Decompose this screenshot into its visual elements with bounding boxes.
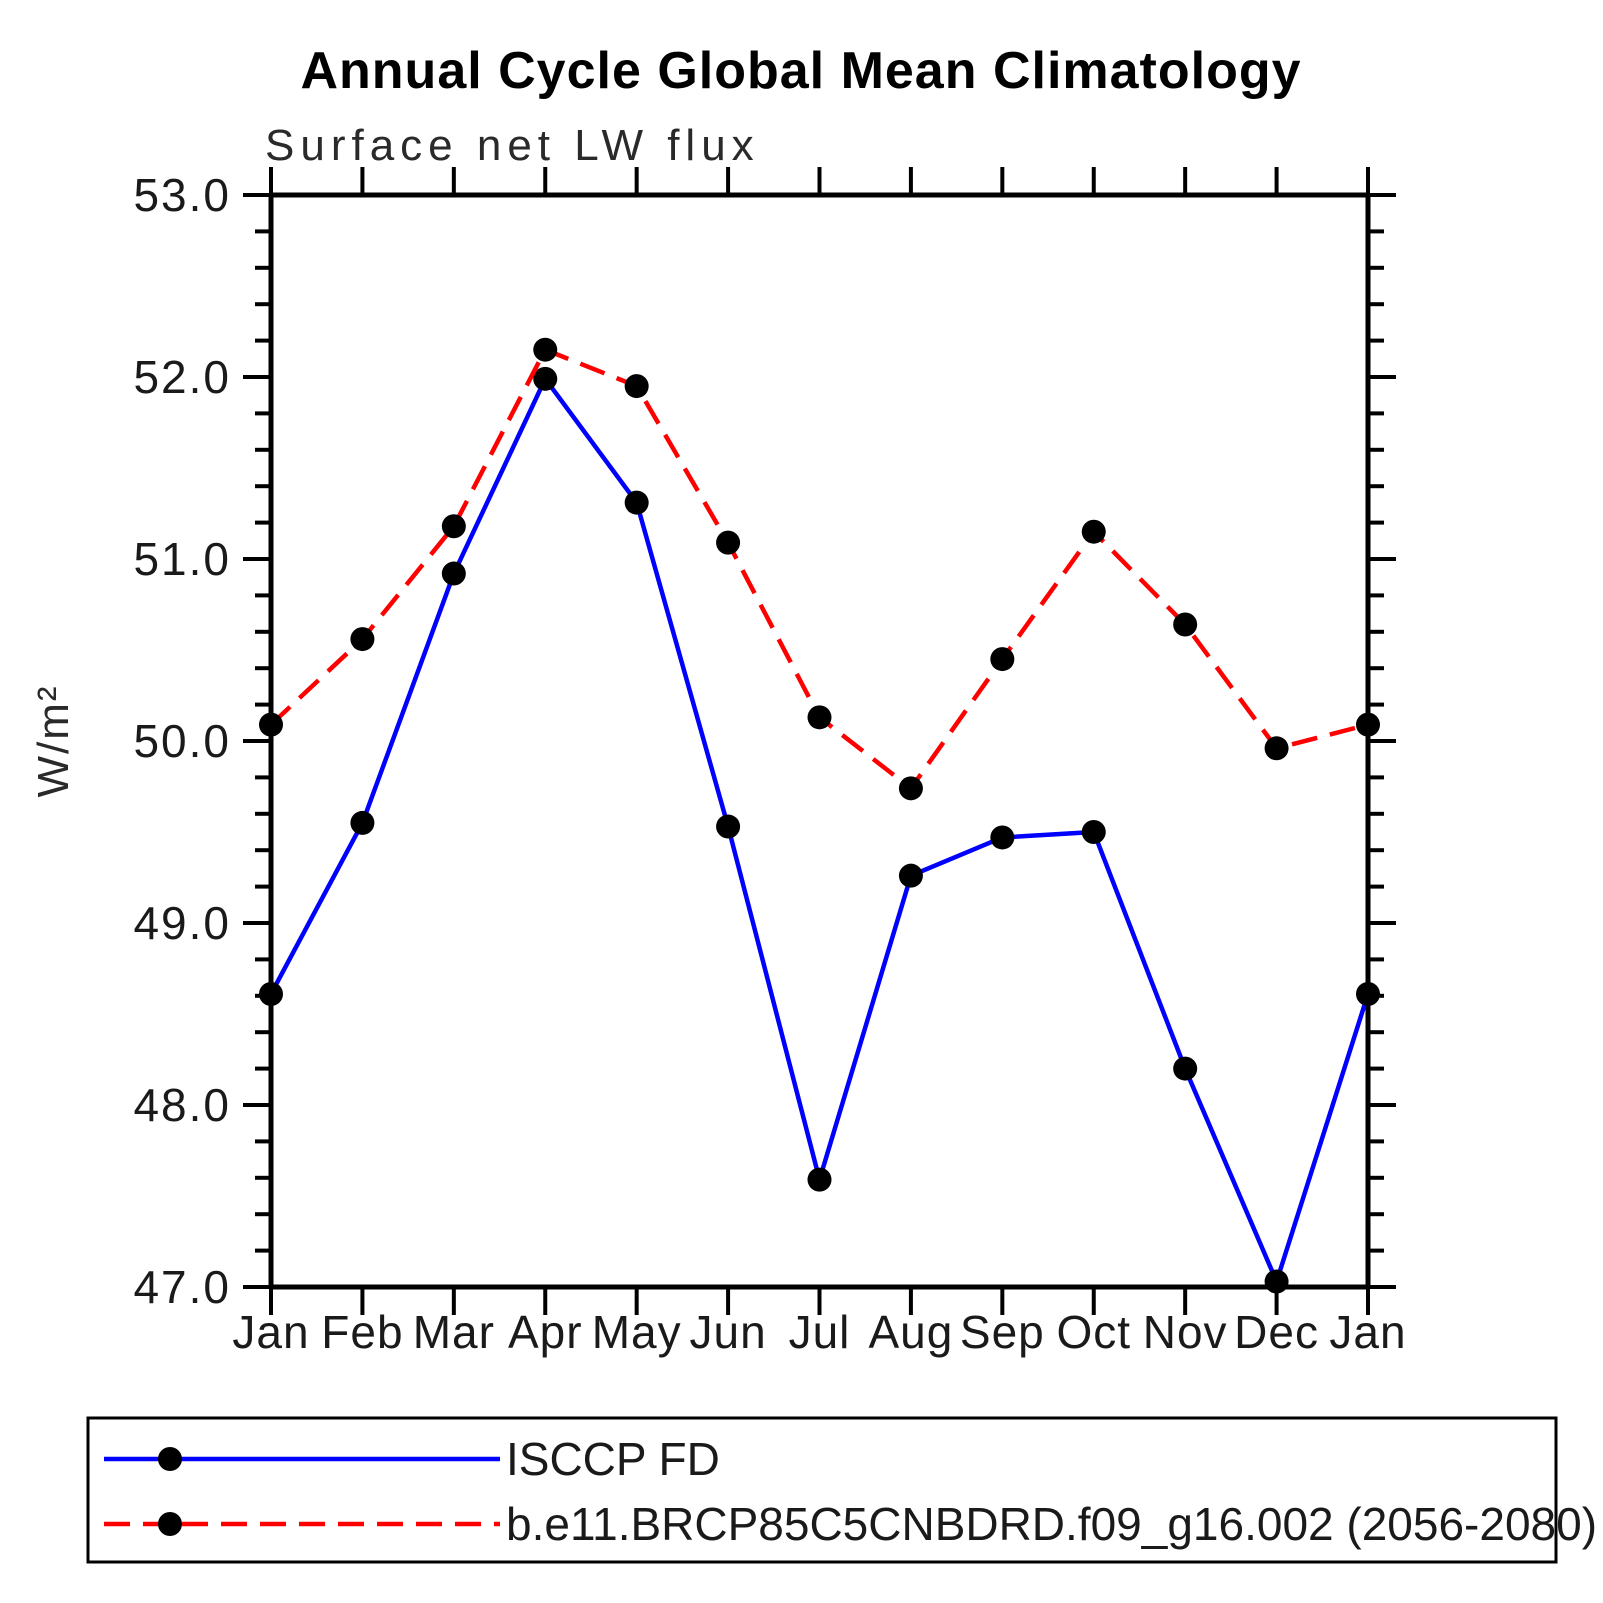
data-series — [259, 337, 1380, 1294]
data-point — [1264, 1269, 1289, 1294]
data-point — [259, 712, 283, 737]
x-tick-label: Jul — [789, 1306, 851, 1358]
chart-title: Annual Cycle Global Mean Climatology — [300, 42, 1301, 100]
x-tick-label: Jan — [232, 1306, 309, 1358]
x-tick-label: May — [592, 1306, 682, 1358]
x-tick-label: Mar — [413, 1306, 495, 1358]
x-tick-label: Apr — [508, 1306, 583, 1358]
x-tick-label: Sep — [960, 1306, 1045, 1358]
x-tick-label: Jan — [1329, 1306, 1406, 1358]
x-tick-label: Dec — [1234, 1306, 1319, 1358]
data-point — [350, 810, 375, 835]
data-point — [898, 776, 923, 801]
y-tick-label: 49.0 — [133, 897, 231, 949]
data-point — [898, 863, 923, 888]
data-point — [350, 627, 375, 652]
x-tick-label: Aug — [868, 1306, 953, 1358]
data-point — [1356, 981, 1380, 1006]
data-point — [1173, 1056, 1198, 1081]
isccp-fd-line — [269, 374, 1371, 1288]
y-tick-label: 50.0 — [133, 715, 231, 767]
chart-subtitle: Surface net LW flux — [265, 121, 760, 170]
data-point — [259, 981, 283, 1006]
y-tick-labels: 53.0 52.0 51.0 50.0 49.0 48.0 47.0 — [133, 169, 231, 1313]
y-tick-label: 51.0 — [133, 533, 231, 585]
y-tick-label: 53.0 — [133, 169, 231, 221]
data-point — [1356, 712, 1380, 737]
x-tick-label: Jun — [689, 1306, 766, 1358]
data-point — [441, 514, 466, 539]
data-point — [533, 337, 558, 362]
x-tick-label: Feb — [321, 1306, 403, 1358]
data-point — [1264, 736, 1289, 761]
legend-marker — [158, 1512, 182, 1536]
data-point — [807, 1167, 832, 1192]
data-point — [716, 814, 741, 839]
legend: ISCCP FD b.e11.BRCP85C5CNBDRD.f09_g16.002… — [86, 1416, 1597, 1564]
data-point — [990, 825, 1015, 850]
legend-box — [86, 1416, 1558, 1564]
data-point — [624, 490, 649, 515]
data-point — [1081, 519, 1106, 544]
data-point — [990, 647, 1015, 672]
legend-marker — [158, 1447, 182, 1471]
y-tick-label: 47.0 — [133, 1261, 231, 1313]
y-tick-label: 52.0 — [133, 351, 231, 403]
data-point — [1081, 820, 1106, 844]
x-tick-label: Nov — [1143, 1306, 1228, 1358]
x-tick-label: Oct — [1056, 1306, 1131, 1358]
data-point — [807, 705, 832, 730]
y-tick-label: 48.0 — [133, 1079, 231, 1131]
data-point — [533, 366, 558, 391]
legend-label: ISCCP FD — [506, 1433, 720, 1485]
y-axis-label: W/m² — [29, 684, 78, 797]
axes — [243, 167, 1396, 1315]
data-point — [716, 530, 741, 555]
data-point — [1173, 612, 1198, 637]
legend-label: b.e11.BRCP85C5CNBDRD.f09_g16.002 (2056-2… — [506, 1498, 1597, 1550]
data-point — [441, 561, 466, 586]
x-tick-labels: Jan Feb Mar Apr May Jun Jul Aug Sep Oct Nov Dec Jan — [232, 1306, 1406, 1358]
data-point — [624, 374, 649, 399]
